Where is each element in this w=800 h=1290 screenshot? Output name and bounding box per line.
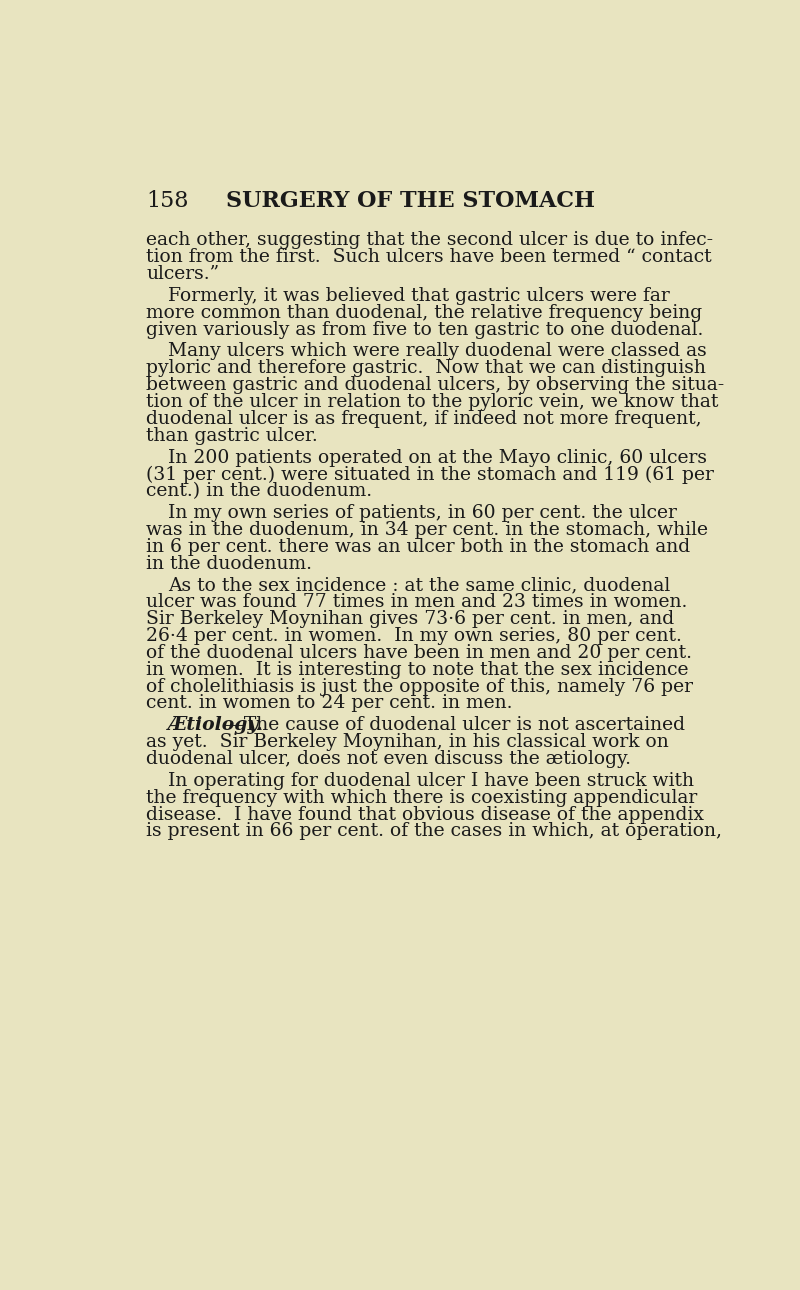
Text: In my own series of patients, in 60 per cent. the ulcer: In my own series of patients, in 60 per …	[168, 504, 677, 522]
Text: Many ulcers which were really duodenal were classed as: Many ulcers which were really duodenal w…	[168, 342, 707, 360]
Text: the frequency with which there is coexisting appendicular: the frequency with which there is coexis…	[146, 788, 698, 806]
Text: Formerly, it was believed that gastric ulcers were far: Formerly, it was believed that gastric u…	[168, 286, 670, 304]
Text: of cholelithiasis is just the opposite of this, namely 76 per: of cholelithiasis is just the opposite o…	[146, 677, 694, 695]
Text: of the duodenal ulcers have been in men and 20 per cent.: of the duodenal ulcers have been in men …	[146, 644, 693, 662]
Text: duodenal ulcer, does not even discuss the ætiology.: duodenal ulcer, does not even discuss th…	[146, 749, 631, 768]
Text: As to the sex incidence : at the same clinic, duodenal: As to the sex incidence : at the same cl…	[168, 577, 670, 595]
Text: tion from the first.  Such ulcers have been termed “ contact: tion from the first. Such ulcers have be…	[146, 248, 712, 266]
Text: more common than duodenal, the relative frequency being: more common than duodenal, the relative …	[146, 303, 702, 321]
Text: In 200 patients operated on at the Mayo clinic, 60 ulcers: In 200 patients operated on at the Mayo …	[168, 449, 707, 467]
Text: each other, suggesting that the second ulcer is due to infec-: each other, suggesting that the second u…	[146, 231, 714, 249]
Text: ulcer was found 77 times in men and 23 times in women.: ulcer was found 77 times in men and 23 t…	[146, 593, 688, 611]
Text: —The cause of duodenal ulcer is not ascertained: —The cause of duodenal ulcer is not asce…	[225, 716, 685, 734]
Text: Sir Berkeley Moynihan gives 73·6 per cent. in men, and: Sir Berkeley Moynihan gives 73·6 per cen…	[146, 610, 674, 628]
Text: as yet.  Sir Berkeley Moynihan, in his classical work on: as yet. Sir Berkeley Moynihan, in his cl…	[146, 733, 670, 751]
Text: pyloric and therefore gastric.  Now that we can distinguish: pyloric and therefore gastric. Now that …	[146, 360, 706, 377]
Text: disease.  I have found that obvious disease of the appendix: disease. I have found that obvious disea…	[146, 805, 705, 823]
Text: SURGERY OF THE STOMACH: SURGERY OF THE STOMACH	[226, 190, 594, 212]
Text: given variously as from five to ten gastric to one duodenal.: given variously as from five to ten gast…	[146, 320, 704, 338]
Text: ulcers.”: ulcers.”	[146, 264, 220, 283]
Text: in 6 per cent. there was an ulcer both in the stomach and: in 6 per cent. there was an ulcer both i…	[146, 538, 690, 556]
Text: than gastric ulcer.: than gastric ulcer.	[146, 427, 318, 445]
Text: Ætiology.: Ætiology.	[168, 716, 264, 734]
Text: In operating for duodenal ulcer I have been struck with: In operating for duodenal ulcer I have b…	[168, 771, 694, 789]
Text: in women.  It is interesting to note that the sex incidence: in women. It is interesting to note that…	[146, 660, 689, 679]
Text: 26·4 per cent. in women.  In my own series, 80 per cent.: 26·4 per cent. in women. In my own serie…	[146, 627, 682, 645]
Text: between gastric and duodenal ulcers, by observing the situa-: between gastric and duodenal ulcers, by …	[146, 377, 725, 395]
Text: cent. in women to 24 per cent. in men.: cent. in women to 24 per cent. in men.	[146, 694, 513, 712]
Text: (31 per cent.) were situated in the stomach and 119 (61 per: (31 per cent.) were situated in the stom…	[146, 466, 714, 484]
Text: cent.) in the duodenum.: cent.) in the duodenum.	[146, 482, 373, 501]
Text: is present in 66 per cent. of the cases in which, at operation,: is present in 66 per cent. of the cases …	[146, 822, 722, 840]
Text: tion of the ulcer in relation to the pyloric vein, we know that: tion of the ulcer in relation to the pyl…	[146, 393, 719, 412]
Text: in the duodenum.: in the duodenum.	[146, 555, 313, 573]
Text: duodenal ulcer is as frequent, if indeed not more frequent,: duodenal ulcer is as frequent, if indeed…	[146, 410, 702, 428]
Text: was in the duodenum, in 34 per cent. in the stomach, while: was in the duodenum, in 34 per cent. in …	[146, 521, 709, 539]
Text: 158: 158	[146, 190, 189, 212]
